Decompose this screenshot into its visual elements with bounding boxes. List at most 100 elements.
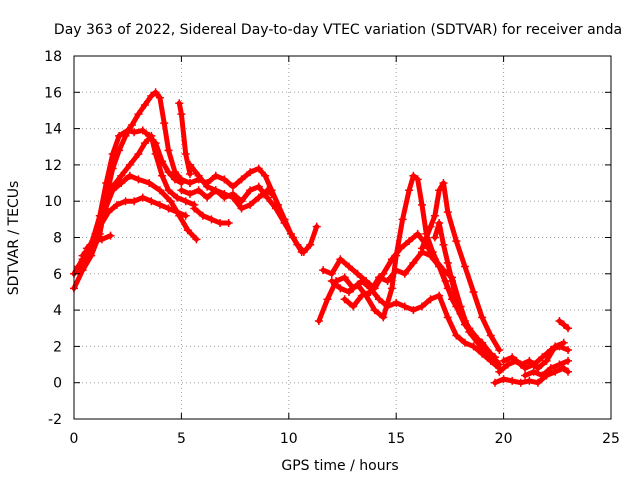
data-point <box>439 179 448 188</box>
data-point <box>224 218 233 227</box>
data-point <box>555 316 564 325</box>
data-point <box>254 164 263 173</box>
data-point <box>495 367 504 376</box>
data-point <box>340 273 349 282</box>
data-point <box>383 277 392 286</box>
y-tick-label: -2 <box>48 412 62 428</box>
data-point <box>508 353 517 362</box>
data-point <box>362 277 371 286</box>
data-point <box>559 364 568 373</box>
grid-lines <box>74 56 611 419</box>
data-point <box>177 179 186 188</box>
data-point <box>164 146 173 155</box>
series-trace-9 <box>177 182 306 257</box>
data-point <box>185 189 194 198</box>
data-point <box>430 233 439 242</box>
data-point <box>564 324 573 333</box>
series-trace-21 <box>521 356 573 380</box>
data-point <box>443 258 452 267</box>
data-point <box>417 244 426 253</box>
data-point <box>392 266 401 275</box>
data-point <box>521 371 530 380</box>
data-point <box>443 313 452 322</box>
data-point <box>564 346 573 355</box>
data-point <box>564 356 573 365</box>
data-point <box>123 126 132 135</box>
data-point <box>203 182 212 191</box>
data-point <box>323 295 332 304</box>
data-point <box>246 200 255 209</box>
data-point <box>158 171 167 180</box>
data-point <box>237 175 246 184</box>
data-point <box>409 258 418 267</box>
data-point <box>546 364 555 373</box>
data-point <box>435 218 444 227</box>
data-point <box>254 182 263 191</box>
data-point <box>147 91 156 100</box>
data-point <box>173 208 182 217</box>
y-tick-label: 8 <box>53 231 62 247</box>
data-point <box>228 182 237 191</box>
data-point <box>267 189 276 198</box>
data-point <box>533 364 542 373</box>
data-point <box>529 367 538 376</box>
data-point <box>405 186 414 195</box>
data-point <box>499 356 508 365</box>
data-point <box>108 150 117 159</box>
data-point <box>138 126 147 135</box>
data-point <box>559 338 568 347</box>
series-trace-22 <box>555 316 573 333</box>
data-point <box>117 171 126 180</box>
data-point <box>106 231 115 240</box>
data-point <box>375 273 384 282</box>
series-trace-10 <box>185 160 276 213</box>
data-point <box>413 229 422 238</box>
data-point <box>469 342 478 351</box>
data-point <box>138 193 147 202</box>
data-point <box>220 189 229 198</box>
data-point <box>185 179 194 188</box>
chart-title: Day 363 of 2022, Sidereal Day-to-day VTE… <box>54 22 622 38</box>
series-trace-16 <box>417 179 504 355</box>
series-trace-18 <box>491 364 573 387</box>
data-point <box>551 367 560 376</box>
data-point <box>564 367 573 376</box>
data-point <box>125 160 134 169</box>
data-series <box>70 88 573 387</box>
y-tick-label: 18 <box>44 49 62 65</box>
series-trace-11 <box>190 204 233 227</box>
data-point <box>503 360 512 369</box>
data-point <box>237 204 246 213</box>
data-point <box>127 120 136 129</box>
data-point <box>559 320 568 329</box>
data-point <box>452 331 461 340</box>
data-point <box>478 338 487 347</box>
data-point <box>78 251 87 260</box>
data-point <box>263 186 272 195</box>
data-point <box>499 375 508 384</box>
data-point <box>538 371 547 380</box>
series-line <box>178 184 305 255</box>
data-point <box>533 378 542 387</box>
data-point <box>164 186 173 195</box>
data-point <box>289 233 298 242</box>
data-point <box>220 175 229 184</box>
x-tick-label: 15 <box>387 431 405 447</box>
data-point <box>181 197 190 206</box>
y-tick-label: 4 <box>53 303 62 319</box>
data-point <box>160 119 169 128</box>
data-point <box>121 197 130 206</box>
data-point <box>413 175 422 184</box>
data-point <box>192 235 201 244</box>
data-point <box>538 353 547 362</box>
data-point <box>95 222 104 231</box>
series-line <box>84 233 113 251</box>
data-point <box>181 211 190 220</box>
data-point <box>375 295 384 304</box>
data-point <box>164 204 173 213</box>
data-point <box>495 346 504 355</box>
data-point <box>261 171 270 180</box>
x-axis-label: GPS time / hours <box>281 458 398 474</box>
y-tick-label: 2 <box>53 339 62 355</box>
